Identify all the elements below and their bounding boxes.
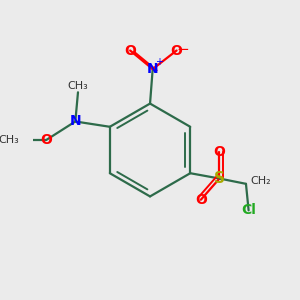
Text: O: O (171, 44, 182, 58)
Text: −: − (177, 42, 190, 57)
Text: CH₂: CH₂ (250, 176, 271, 186)
Text: O: O (214, 145, 225, 159)
Text: CH₃: CH₃ (0, 135, 20, 145)
Text: O: O (195, 193, 207, 207)
Text: O: O (124, 44, 136, 58)
Text: O: O (40, 133, 52, 147)
Text: N: N (147, 62, 158, 76)
Text: +: + (155, 57, 163, 68)
Text: N: N (70, 115, 81, 128)
Text: CH₃: CH₃ (68, 81, 88, 91)
Text: S: S (214, 171, 225, 186)
Text: Cl: Cl (241, 203, 256, 218)
